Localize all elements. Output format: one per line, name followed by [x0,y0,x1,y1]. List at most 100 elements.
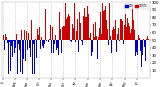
Bar [53,40,54,53]
Bar [28,33,29,40]
Bar [90,33,91,40]
Bar [98,37,99,40]
Bar [41,37,42,40]
Bar [52,27,53,40]
Bar [87,6,88,40]
Bar [31,20,32,40]
Bar [126,27,127,40]
Bar [79,12,80,40]
Bar [44,40,45,44]
Bar [95,22,96,40]
Bar [7,40,8,43]
Bar [6,37,7,40]
Bar [64,26,65,40]
Bar [14,40,15,53]
Bar [134,30,135,40]
Bar [5,33,6,40]
Bar [106,20,107,40]
Bar [102,3,103,40]
Bar [119,40,120,41]
Bar [71,40,72,42]
Bar [122,21,123,40]
Bar [12,40,13,57]
Bar [113,27,114,40]
Bar [137,40,138,55]
Bar [124,25,125,40]
Bar [35,39,36,40]
Bar [22,40,23,74]
Bar [139,40,140,56]
Bar [76,31,77,40]
Bar [93,24,94,40]
Bar [39,27,40,40]
Bar [15,17,16,40]
Bar [144,40,145,47]
Bar [89,38,90,40]
Bar [33,40,34,44]
Bar [70,40,71,41]
Bar [121,19,122,40]
Bar [56,40,57,50]
Bar [88,30,89,40]
Bar [24,30,25,40]
Bar [49,39,50,40]
Bar [77,19,78,40]
Bar [82,25,83,40]
Bar [75,40,76,42]
Bar [100,40,101,46]
Bar [133,20,134,40]
Bar [43,40,44,48]
Bar [3,35,4,40]
Bar [92,33,93,40]
Bar [84,40,85,48]
Bar [115,20,116,40]
Bar [8,40,9,74]
Bar [105,6,106,40]
Bar [85,17,86,40]
Bar [110,36,111,40]
Bar [23,40,24,54]
Bar [114,29,115,40]
Bar [62,27,63,40]
Bar [109,3,110,40]
Bar [129,26,130,40]
Bar [45,9,46,40]
Bar [101,34,102,40]
Bar [29,29,30,40]
Bar [30,40,31,57]
Bar [32,40,33,74]
Bar [142,40,143,55]
Bar [107,29,108,40]
Bar [37,29,38,40]
Bar [4,40,5,50]
Legend: 0%, 100%: 0%, 100% [124,4,148,9]
Bar [125,14,126,40]
Bar [46,40,47,41]
Bar [40,40,41,49]
Bar [111,40,112,53]
Bar [123,40,124,44]
Bar [21,30,22,40]
Bar [147,36,148,40]
Bar [118,28,119,40]
Bar [69,16,70,40]
Bar [148,39,149,40]
Bar [65,3,66,40]
Bar [61,40,62,54]
Bar [51,40,52,53]
Bar [143,39,144,40]
Bar [130,33,131,40]
Bar [68,14,69,40]
Bar [80,23,81,40]
Bar [99,28,100,40]
Bar [13,40,14,41]
Bar [34,40,35,74]
Bar [16,34,17,40]
Bar [57,40,58,48]
Bar [58,40,59,55]
Bar [104,10,105,40]
Bar [18,40,19,44]
Bar [50,25,51,40]
Bar [135,40,136,41]
Bar [63,26,64,40]
